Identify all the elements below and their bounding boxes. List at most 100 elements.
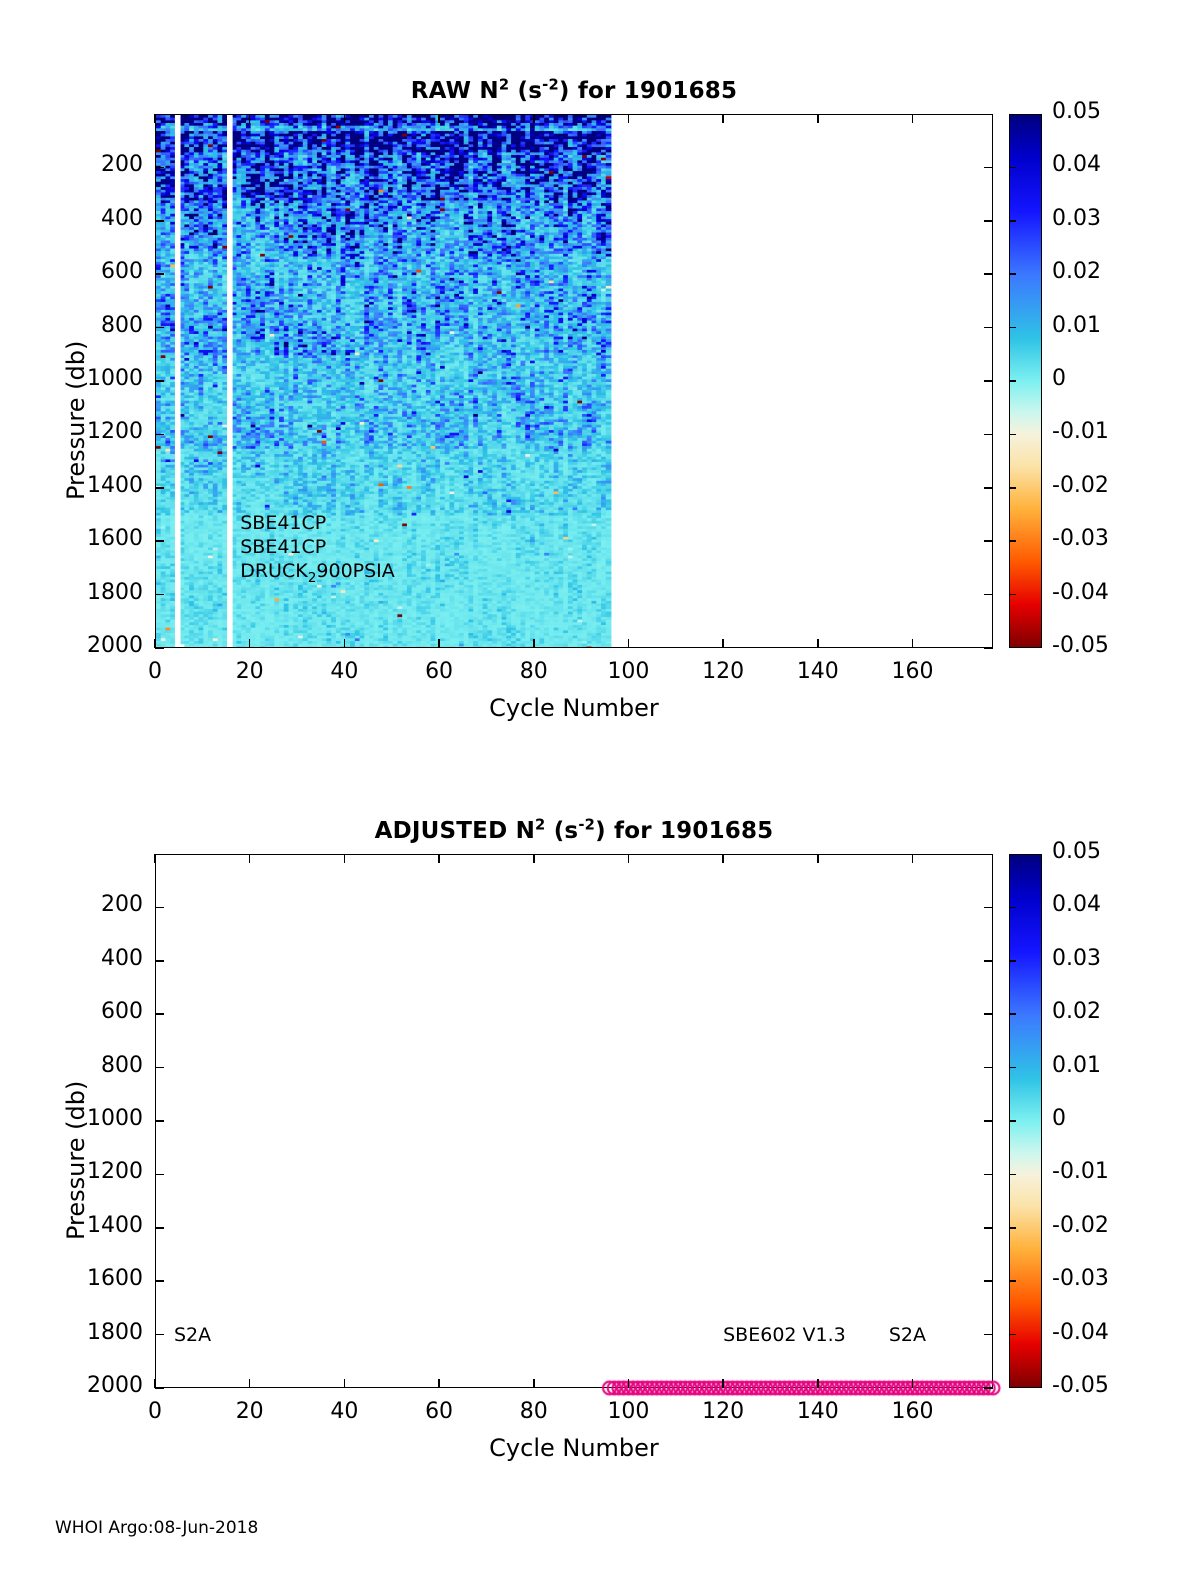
x-tick-label: 0 xyxy=(148,1399,162,1424)
x-tick xyxy=(438,854,440,863)
y-tick-label: 1600 xyxy=(87,526,143,552)
plot-annotation: SBE41CP xyxy=(240,535,327,558)
y-tick-label: 1800 xyxy=(87,1319,143,1345)
colorbar-tick xyxy=(1009,960,1016,962)
x-tick xyxy=(627,639,630,648)
colorbar-tick-label: 0.01 xyxy=(1052,312,1101,338)
x-tick xyxy=(154,639,156,648)
colorbar-tick-label: 0.01 xyxy=(1052,1052,1101,1078)
y-tick-label: 600 xyxy=(101,999,143,1025)
y-tick xyxy=(155,1387,164,1389)
x-tick xyxy=(911,1379,914,1388)
colorbar-tick-label: 0.05 xyxy=(1052,99,1101,124)
y-tick xyxy=(984,1013,993,1015)
y-tick xyxy=(984,1333,993,1336)
y-tick-label: 1600 xyxy=(87,1266,143,1292)
x-tick xyxy=(154,1379,156,1388)
x-tick xyxy=(532,114,535,123)
x-tick xyxy=(817,639,819,648)
x-tick xyxy=(911,639,914,648)
colorbar-tick-label: -0.01 xyxy=(1052,419,1109,445)
raw-panel-ylabel: Pressure (db) xyxy=(62,340,90,500)
colorbar-tick xyxy=(1009,1227,1016,1229)
y-tick-label: 800 xyxy=(101,312,143,338)
y-tick xyxy=(984,1280,993,1282)
x-tick xyxy=(722,114,724,123)
colorbar-tick-label: -0.04 xyxy=(1052,579,1109,605)
y-tick-label: 2000 xyxy=(87,633,143,658)
y-tick xyxy=(984,166,993,169)
y-tick-label: 800 xyxy=(101,1052,143,1078)
y-tick-label: 1000 xyxy=(87,366,143,391)
plot-annotation: S2A xyxy=(888,1323,926,1346)
plot-annotation: SBE41CP xyxy=(240,511,327,534)
x-tick-label: 140 xyxy=(796,1399,839,1424)
x-tick-label: 60 xyxy=(425,659,454,684)
y-tick-label: 1400 xyxy=(87,1212,143,1238)
colorbar-tick xyxy=(1009,906,1016,909)
y-tick xyxy=(155,1227,164,1229)
x-tick xyxy=(438,1379,440,1388)
colorbar-tick xyxy=(1009,166,1016,169)
colorbar-tick xyxy=(1009,220,1016,222)
x-tick xyxy=(438,114,440,123)
y-tick xyxy=(155,380,164,382)
colorbar-tick-label: -0.05 xyxy=(1052,633,1109,658)
y-tick-label: 600 xyxy=(101,259,143,285)
y-tick-label: 1000 xyxy=(87,1106,143,1131)
x-tick xyxy=(248,854,251,863)
x-tick-label: 100 xyxy=(607,659,650,684)
y-tick xyxy=(155,220,164,222)
y-tick xyxy=(155,166,164,169)
y-tick xyxy=(984,540,993,542)
footer-credit: WHOI Argo:08-Jun-2018 xyxy=(55,1518,259,1538)
y-tick xyxy=(984,273,993,275)
x-tick xyxy=(343,639,346,648)
y-tick xyxy=(984,1227,993,1229)
y-tick xyxy=(984,220,993,222)
colorbar-tick xyxy=(1009,1120,1016,1122)
raw-n2-heatmap xyxy=(156,115,992,647)
x-tick xyxy=(722,1379,724,1388)
colorbar-tick-label: 0.05 xyxy=(1052,839,1101,864)
colorbar-tick xyxy=(1009,1280,1016,1282)
colorbar-tick-label: 0.02 xyxy=(1052,259,1101,285)
y-tick xyxy=(984,593,993,596)
colorbar-tick xyxy=(1009,1066,1016,1069)
x-tick-label: 80 xyxy=(519,659,548,684)
x-tick-label: 40 xyxy=(330,659,359,684)
plot-annotation: SBE602 V1.3 xyxy=(723,1323,846,1346)
y-tick-label: 1800 xyxy=(87,579,143,605)
x-tick xyxy=(911,114,914,123)
x-tick-label: 140 xyxy=(796,659,839,684)
plot-annotation: DRUCK2900PSIA xyxy=(240,560,395,586)
colorbar-tick-label: 0 xyxy=(1052,366,1066,391)
x-tick xyxy=(154,114,156,123)
colorbar-tick-label: -0.02 xyxy=(1052,1212,1109,1238)
colorbar-tick xyxy=(1009,433,1016,436)
y-tick xyxy=(984,960,993,962)
x-tick xyxy=(154,854,156,863)
adjusted-panel-ylabel: Pressure (db) xyxy=(62,1080,90,1240)
x-tick xyxy=(532,1379,535,1388)
x-tick-label: 160 xyxy=(891,659,934,684)
colorbar-tick xyxy=(1009,593,1016,596)
raw-panel-axes xyxy=(155,114,993,648)
x-tick xyxy=(248,639,251,648)
x-tick-label: 100 xyxy=(607,1399,650,1424)
y-tick xyxy=(984,647,993,649)
y-tick xyxy=(984,487,993,489)
x-tick xyxy=(722,854,724,863)
colorbar-tick-label: 0.03 xyxy=(1052,205,1101,231)
x-tick-label: 120 xyxy=(702,1399,745,1424)
adjusted-no-data-markers xyxy=(145,1368,1025,1408)
y-tick xyxy=(984,1387,993,1389)
y-tick xyxy=(155,1173,164,1176)
x-tick-label: 120 xyxy=(702,659,745,684)
colorbar-tick xyxy=(1009,380,1016,382)
y-tick xyxy=(155,593,164,596)
x-tick xyxy=(817,114,819,123)
x-tick-label: 20 xyxy=(235,1399,264,1424)
colorbar-tick-label: -0.01 xyxy=(1052,1159,1109,1185)
x-tick xyxy=(343,114,346,123)
